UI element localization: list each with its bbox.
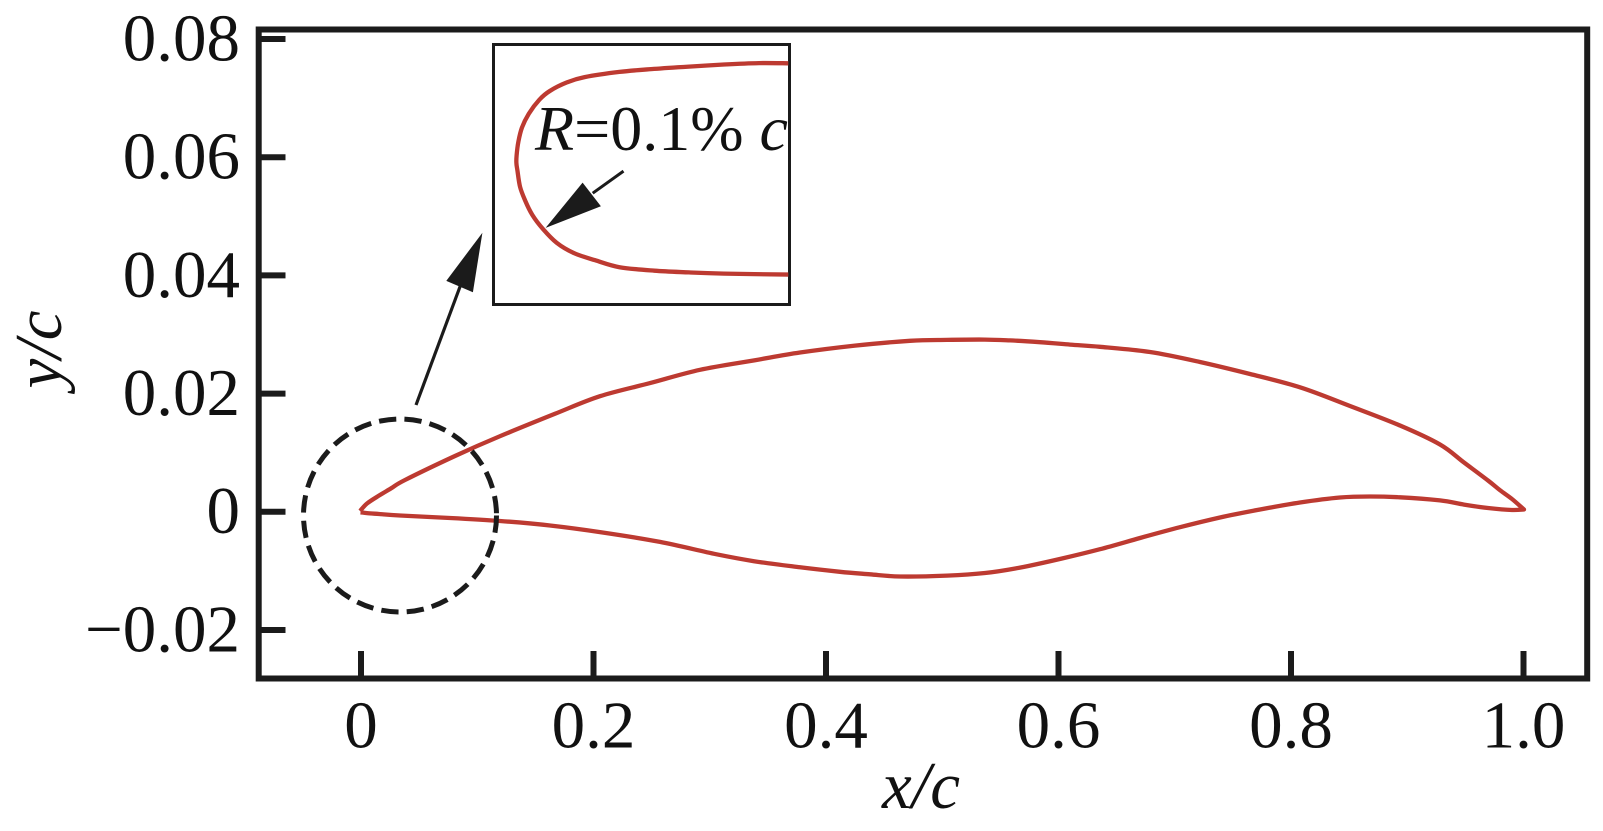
svg-text:0.02: 0.02 — [123, 356, 240, 430]
svg-text:1.0: 1.0 — [1482, 688, 1566, 762]
svg-text:0: 0 — [207, 474, 241, 548]
svg-text:0: 0 — [344, 688, 378, 762]
svg-text:R=0.1% c: R=0.1% c — [534, 93, 788, 164]
svg-text:y/c: y/c — [2, 310, 76, 394]
svg-text:0.6: 0.6 — [1017, 688, 1101, 762]
svg-text:0.2: 0.2 — [552, 688, 636, 762]
svg-text:0.8: 0.8 — [1249, 688, 1333, 762]
svg-text:x/c: x/c — [881, 749, 960, 823]
svg-text:0.06: 0.06 — [123, 120, 240, 194]
svg-text:0.08: 0.08 — [123, 1, 240, 75]
svg-text:0.04: 0.04 — [123, 238, 240, 312]
svg-text:0.4: 0.4 — [784, 688, 868, 762]
svg-text:−0.02: −0.02 — [85, 592, 240, 666]
